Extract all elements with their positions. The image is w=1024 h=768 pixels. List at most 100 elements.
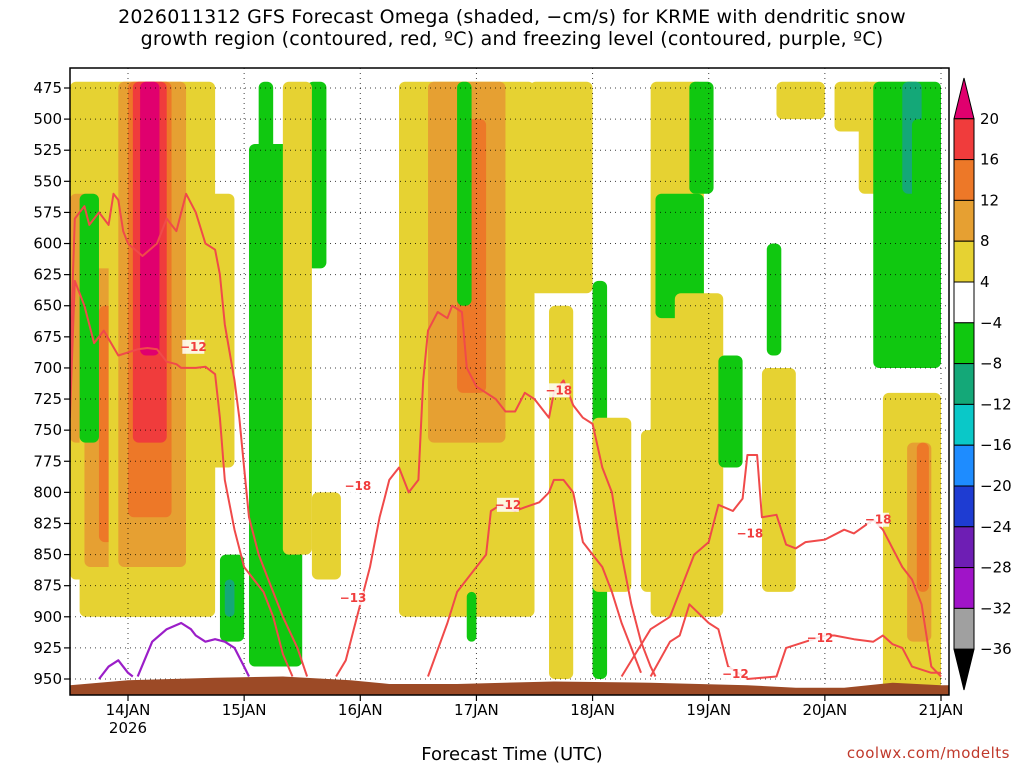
colorbar: 20 16 12 8 4 −4 −8 −12 −16 −20 −24 −28 −32 −36: [953, 77, 1012, 691]
y-tick-label-14: 825: [33, 514, 62, 532]
y-tick-label-5: 600: [33, 235, 62, 253]
credit-link[interactable]: coolwx.com/modelts: [846, 744, 1010, 762]
contour-label-4: −18: [545, 383, 572, 397]
y-tick-label-1: 500: [33, 110, 62, 128]
contour-lines: [70, 192, 942, 680]
y-tick-label-18: 925: [33, 639, 62, 657]
colorbar-bin-12: [953, 567, 975, 609]
omega-region-25: [457, 81, 472, 306]
chart-title: 2026011312 GFS Forecast Omega (shaded, −…: [0, 6, 1024, 50]
y-tick-label-11: 750: [33, 421, 62, 439]
omega-region-27: [466, 591, 477, 642]
x-tick-label-0: 14JAN: [106, 701, 151, 719]
chart-title-line2: growth region (contoured, red, ºC) and f…: [140, 28, 884, 50]
dendritic-contour-4: [620, 454, 942, 678]
y-tick-label-2: 525: [33, 141, 62, 159]
colorbar-bin-8: [953, 403, 975, 446]
dendritic-contour-0: [70, 192, 309, 677]
contour-label-3: −12: [495, 498, 522, 512]
contour-label-7: −12: [807, 631, 834, 645]
y-tick-label-0: 475: [33, 79, 62, 97]
colorbar-bin-1: [953, 118, 975, 161]
colorbar-bin-5: [953, 281, 975, 324]
colorbar-bin-6: [953, 322, 975, 365]
omega-region-37: [761, 367, 796, 592]
x-tick-sublabel-0: 2026: [109, 719, 147, 737]
colorbar-tick-label-2: 12: [980, 191, 999, 209]
colorbar-tick-label-0: 20: [980, 110, 999, 128]
contour-label-1: −18: [344, 479, 371, 493]
colorbar-bin-11: [953, 526, 975, 569]
x-tick-label-3: 17JAN: [454, 701, 499, 719]
contour-label-6: −18: [865, 513, 892, 527]
y-tick-label-19: 950: [33, 670, 62, 688]
y-tick-label-6: 625: [33, 266, 62, 284]
colorbar-tick-label-3: 8: [980, 232, 990, 250]
x-tick-label-6: 20JAN: [802, 701, 847, 719]
omega-region-18: [282, 81, 312, 555]
colorbar-bin-9: [953, 444, 975, 487]
freezing-level-contour-0: [136, 621, 250, 677]
y-tick-label-13: 800: [33, 483, 62, 501]
colorbar-bin-3: [953, 199, 975, 242]
x-tick-label-1: 15JAN: [222, 701, 267, 719]
colorbar-bin-10: [953, 485, 975, 528]
contour-label-bg-8: [724, 667, 747, 682]
contour-label-bg-4: [547, 383, 570, 398]
omega-region-9: [140, 81, 160, 356]
dendritic-contour-5: [649, 603, 941, 680]
omega-region-11: [186, 305, 216, 592]
contour-label-bg-2: [342, 591, 365, 606]
colorbar-tick-label-4: 4: [980, 273, 990, 291]
colorbar-tick-label-9: −20: [980, 477, 1012, 495]
y-tick-label-4: 575: [33, 203, 62, 221]
colorbar-bin-2: [953, 159, 975, 201]
omega-region-46: [916, 442, 929, 592]
omega-region-43: [911, 119, 941, 256]
colorbar-tick-label-1: 16: [980, 151, 999, 169]
contour-label-bg-3: [496, 497, 519, 512]
colorbar-bin-0: [953, 77, 975, 120]
omega-region-34: [674, 293, 724, 617]
chart-title-line1: 2026011312 GFS Forecast Omega (shaded, −…: [118, 6, 906, 28]
omega-region-31: [655, 193, 704, 319]
contour-label-0: −12: [180, 340, 207, 354]
dendritic-contour-1: [70, 279, 294, 677]
colorbar-tick-label-11: −28: [980, 559, 1012, 577]
contour-label-bg-6: [867, 512, 890, 527]
omega-shading: [70, 68, 949, 695]
colorbar-tick-label-6: −8: [980, 355, 1002, 373]
contour-label-8: −12: [722, 667, 749, 681]
y-tick-label-15: 850: [33, 546, 62, 564]
y-tick-label-3: 550: [33, 172, 62, 190]
omega-region-24: [549, 305, 574, 679]
colorbar-tick-label-8: −16: [980, 436, 1012, 454]
plot-frame: [69, 67, 950, 696]
y-tick-label-16: 875: [33, 577, 62, 595]
colorbar-bin-4: [953, 240, 975, 283]
omega-region-14: [258, 81, 274, 244]
terrain-fill: [70, 676, 949, 695]
contour-label-bg-7: [809, 630, 832, 645]
contour-label-bg-5: [738, 526, 761, 541]
omega-region-38: [776, 81, 825, 120]
colorbar-tick-label-5: −4: [980, 314, 1002, 332]
y-tick-label-12: 775: [33, 452, 62, 470]
colorbar-tick-label-10: −24: [980, 518, 1012, 536]
y-tick-label-7: 650: [33, 297, 62, 315]
omega-region-17: [224, 579, 235, 617]
colorbar-tick-label-7: −12: [980, 395, 1012, 413]
omega-region-35: [718, 355, 743, 468]
colorbar-bin-7: [953, 363, 975, 405]
y-tick-label-17: 900: [33, 608, 62, 626]
colorbar-tick-label-12: −32: [980, 599, 1012, 617]
x-tick-label-4: 18JAN: [570, 701, 615, 719]
contour-labels: −12 −18 −13 −12 −18 −18 −18 −12 −12: [180, 339, 892, 682]
y-tick-label-10: 725: [33, 390, 62, 408]
axes: 475 500 525 550 575 600 625 650 675 700 725 750 775 8…: [33, 67, 964, 737]
y-tick-label-8: 675: [33, 328, 62, 346]
omega-region-12: [79, 193, 99, 443]
dendritic-contour-2: [335, 304, 657, 678]
x-tick-label-7: 21JAN: [919, 701, 964, 719]
